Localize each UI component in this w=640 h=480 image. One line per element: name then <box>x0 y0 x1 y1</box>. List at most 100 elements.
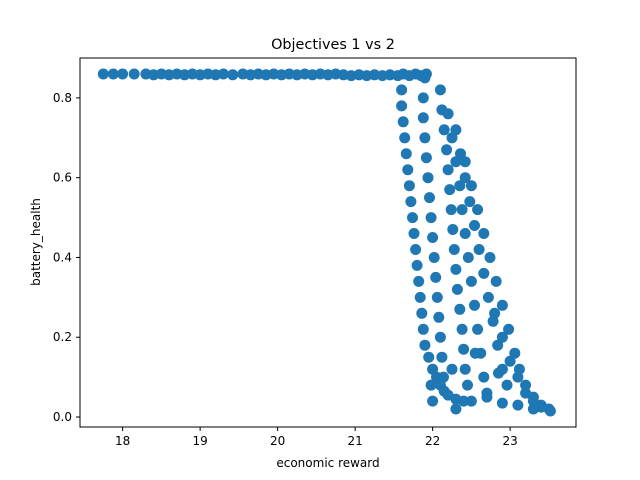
data-point <box>484 252 496 263</box>
data-point <box>469 220 480 231</box>
data-point <box>451 283 463 295</box>
data-point <box>469 347 481 359</box>
x-tick-label: 21 <box>347 434 362 448</box>
data-point <box>423 351 435 363</box>
data-point <box>462 252 474 263</box>
data-point <box>438 124 450 136</box>
data-point <box>442 164 454 176</box>
plot-frame <box>79 57 577 428</box>
data-point <box>448 244 460 255</box>
data-point <box>458 395 470 407</box>
data-point <box>496 331 508 343</box>
data-point <box>454 180 466 192</box>
data-point <box>438 371 449 383</box>
data-point <box>410 244 422 255</box>
data-point <box>420 152 432 164</box>
data-point <box>465 395 477 407</box>
data-point <box>472 204 484 216</box>
data-point <box>424 192 435 204</box>
data-point <box>450 156 462 168</box>
data-point <box>472 323 484 335</box>
data-point <box>399 132 411 144</box>
data-point <box>217 68 229 80</box>
data-point <box>459 363 471 375</box>
y-tick-label: 0.0 <box>53 410 72 424</box>
y-axis-title: battery_health <box>29 198 43 286</box>
data-point <box>482 291 494 303</box>
data-point <box>447 224 459 235</box>
data-point <box>428 252 440 263</box>
data-point <box>413 275 425 287</box>
data-point <box>478 267 490 279</box>
data-point <box>405 196 417 208</box>
data-point <box>97 68 109 80</box>
data-point <box>396 100 408 112</box>
x-tick-label: 18 <box>115 434 130 448</box>
data-point <box>430 271 442 283</box>
data-point <box>411 259 423 271</box>
data-point <box>427 232 439 243</box>
data-point <box>456 204 468 216</box>
data-point <box>117 68 129 80</box>
data-point <box>417 323 429 335</box>
data-point <box>402 164 414 176</box>
data-point <box>442 108 454 120</box>
data-point <box>414 291 426 303</box>
data-point <box>444 184 456 196</box>
data-point <box>431 291 443 303</box>
x-axis-title: economic reward <box>276 456 379 470</box>
data-point <box>407 212 418 224</box>
data-point <box>464 196 476 208</box>
data-point <box>503 323 515 335</box>
data-point <box>419 132 431 144</box>
data-point <box>458 343 470 355</box>
data-point <box>496 299 508 311</box>
data-point <box>227 69 239 81</box>
data-point <box>450 263 462 275</box>
data-point <box>527 395 539 407</box>
data-point <box>465 275 477 287</box>
data-point <box>419 72 431 84</box>
y-tick-label: 0.6 <box>53 171 72 185</box>
data-point <box>501 379 513 391</box>
data-point <box>425 379 437 391</box>
data-point <box>469 299 480 311</box>
chart-title: Objectives 1 vs 2 <box>271 37 395 53</box>
data-point <box>396 84 408 96</box>
data-point <box>455 148 466 160</box>
data-point <box>454 303 466 315</box>
data-point <box>520 387 532 399</box>
data-point <box>408 228 420 239</box>
data-point <box>417 112 429 124</box>
data-point <box>509 347 521 359</box>
data-point <box>512 399 524 411</box>
data-point <box>527 403 539 415</box>
data-point <box>427 395 439 407</box>
data-point <box>489 307 501 319</box>
data-point <box>400 148 412 160</box>
data-point <box>434 331 446 343</box>
data-point <box>422 172 434 184</box>
y-tick-label: 0.8 <box>53 91 72 105</box>
data-point <box>436 351 448 363</box>
data-points <box>97 68 556 417</box>
data-point <box>425 212 437 224</box>
data-point <box>459 228 471 239</box>
x-tick-label: 20 <box>270 434 285 448</box>
data-point <box>459 156 471 168</box>
data-point <box>450 403 462 415</box>
x-axis-ticks: 18 19 20 21 22 23 <box>115 427 518 448</box>
data-point <box>450 124 462 136</box>
data-point <box>128 68 140 80</box>
data-point <box>417 92 429 104</box>
x-tick-label: 22 <box>425 434 440 448</box>
data-point <box>462 379 473 391</box>
data-point <box>441 144 453 156</box>
y-axis-ticks: 0.0 0.2 0.4 0.6 0.8 <box>53 91 80 424</box>
data-point <box>465 180 477 192</box>
data-point <box>520 379 532 391</box>
data-point <box>456 323 468 335</box>
data-point <box>459 172 471 184</box>
x-tick-label: 19 <box>192 434 207 448</box>
